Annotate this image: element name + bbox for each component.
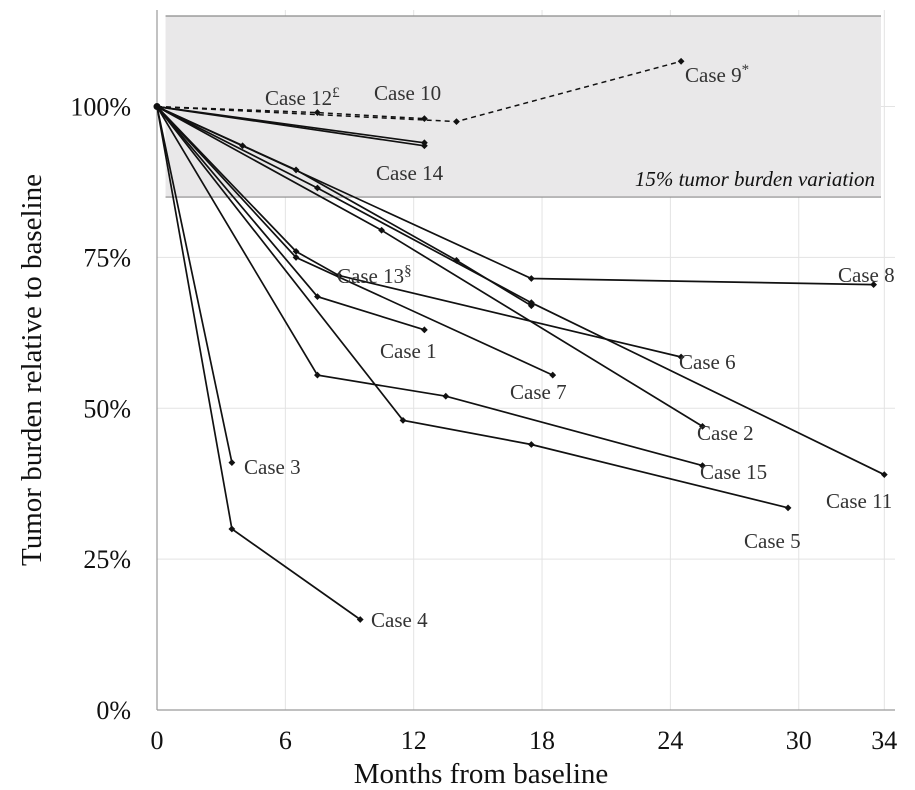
x-tick-label: 12 [401, 726, 427, 755]
case-8-point [527, 275, 535, 282]
case-12-point [420, 115, 428, 123]
case-2-point [699, 422, 706, 430]
y-tick-label: 50% [83, 394, 131, 423]
case-13-label: Case 13§ [337, 263, 412, 288]
case-4-point [228, 525, 236, 533]
variation-band-label: 15% tumor burden variation [635, 167, 875, 191]
case-1-point [314, 293, 321, 301]
y-axis-title: Tumor burden relative to baseline [16, 174, 48, 566]
y-tick-label: 100% [70, 93, 131, 122]
case-11-point [880, 471, 888, 479]
case-8-label: Case 8 [838, 263, 895, 287]
case-13-point [453, 257, 460, 264]
case-2-label: Case 2 [697, 421, 754, 445]
case-14-point [420, 142, 428, 150]
x-axis-title: Months from baseline [354, 758, 609, 790]
case-4-label: Case 4 [371, 608, 428, 632]
baseline-point [153, 103, 161, 111]
x-tick-label: 6 [279, 726, 292, 755]
case-2-point [378, 226, 386, 234]
case-3-label: Case 3 [244, 455, 301, 479]
case-3-line [156, 106, 233, 463]
axes: 0% 25% 50% 75% 100% 0 6 12 18 24 30 34 [70, 10, 897, 755]
x-tick-label: 30 [786, 726, 812, 755]
case-6-point [292, 247, 300, 255]
case-13-point [292, 166, 300, 174]
case-9-point [677, 57, 685, 65]
y-tick-label: 0% [96, 696, 131, 725]
case-7-point [292, 254, 300, 261]
case-labels: Case 12£ Case 10 Case 9* Case 14 Case 8 Case … [244, 62, 895, 632]
case-9-point [453, 118, 460, 126]
case-3-point [228, 459, 236, 466]
case-15-point [314, 371, 321, 379]
case-15-line [156, 106, 703, 467]
case-6-line [156, 106, 682, 358]
variation-band: 15% tumor burden variation [165, 15, 881, 198]
case-13-point [527, 302, 535, 310]
case-6-label: Case 6 [679, 350, 736, 374]
case-11-point [314, 184, 321, 192]
x-tick-label: 0 [151, 726, 164, 755]
case-7-point [549, 371, 557, 379]
case-5-label: Case 5 [744, 529, 801, 553]
y-tick-label: 25% [83, 545, 131, 574]
x-tick-label: 24 [657, 726, 683, 755]
case-5-point [527, 441, 535, 448]
case-1-point [420, 326, 428, 334]
case-5-point [399, 416, 407, 424]
case-9-label: Case 9* [685, 62, 749, 87]
x-tick-label: 34 [871, 726, 897, 755]
case-5-line [156, 106, 789, 509]
case-11-label: Case 11 [826, 489, 892, 513]
case-7-label: Case 7 [510, 380, 567, 404]
case-14-line [156, 105, 425, 147]
case-1-label: Case 1 [380, 339, 437, 363]
case-11-line [156, 105, 885, 476]
case-10-label: Case 10 [374, 81, 441, 105]
case-13-line [156, 105, 532, 307]
series-lines [153, 57, 888, 623]
x-tick-label: 18 [529, 726, 555, 755]
variation-band-fill [165, 16, 881, 198]
case-6-point [677, 353, 685, 361]
case-12-point [314, 109, 321, 116]
y-tick-label: 75% [83, 243, 131, 272]
case-5-point [784, 504, 792, 512]
case-15-label: Case 15 [700, 460, 767, 484]
case-4-point [356, 616, 364, 623]
case-15-point [699, 462, 706, 470]
case-15-point [442, 392, 450, 400]
case-14-label: Case 14 [376, 161, 444, 185]
case-8-point [870, 281, 878, 288]
case-12-label: Case 12£ [265, 85, 340, 110]
